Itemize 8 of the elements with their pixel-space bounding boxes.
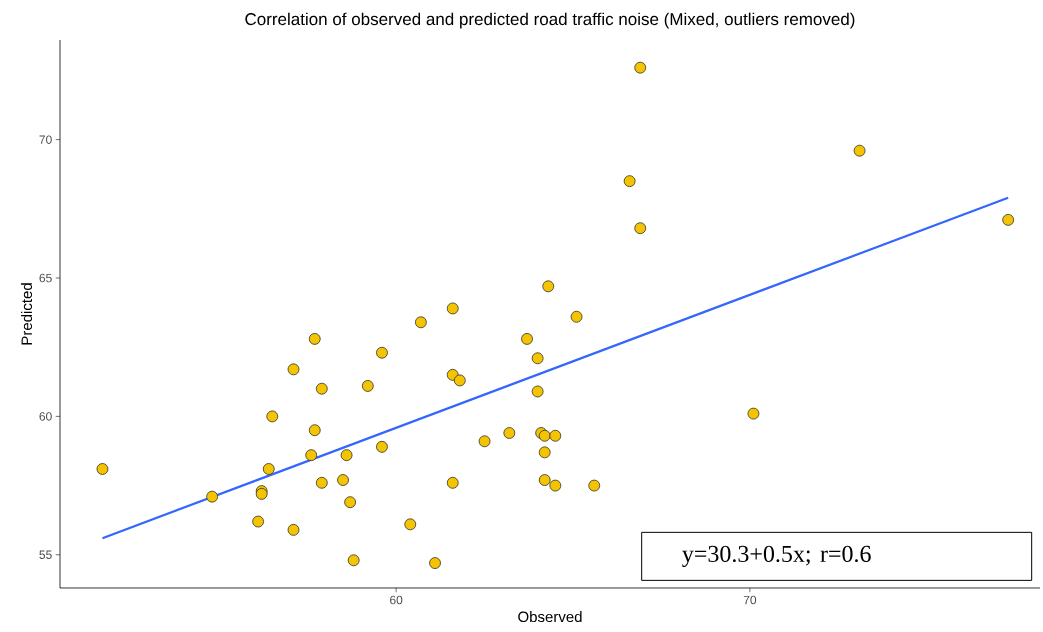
y-tick-label: 65 [39, 273, 52, 283]
chart-title: Correlation of observed and predicted road traffic noise (Mixed, outliers removed) [245, 12, 855, 29]
x-axis-title: Observed [518, 611, 582, 623]
y-tick-label: 60 [39, 412, 52, 421]
y-tick-label: 55 [39, 550, 52, 559]
annotation: y=30.3+0.5x; r=0.6 [682, 545, 871, 567]
y-tick-label: 70 [39, 135, 52, 144]
y-axis-title: Predicted [21, 283, 33, 345]
